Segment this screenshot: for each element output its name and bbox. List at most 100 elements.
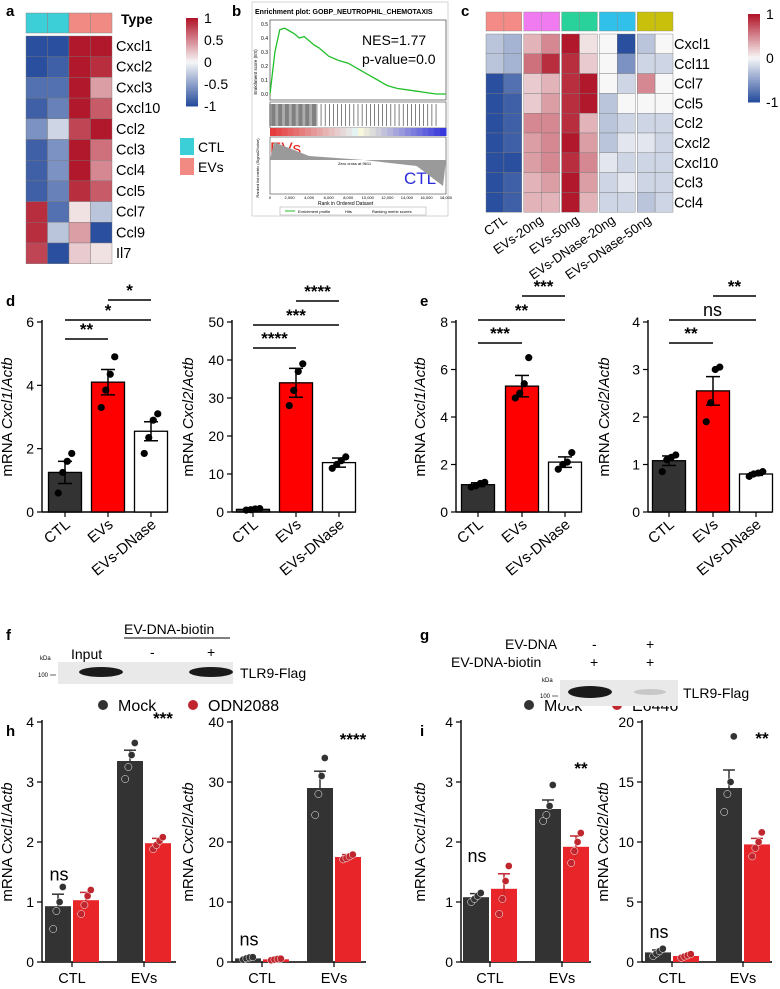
gsea-ranking-bar	[428, 128, 435, 136]
heatmap-row-label: Cxcl2	[116, 60, 152, 76]
x-tick-label: CTL	[476, 971, 503, 987]
blot-f-marker: 100	[38, 673, 49, 679]
data-point	[726, 778, 735, 786]
panel-label-c: c	[461, 3, 469, 20]
heatmap-a-colorbar-swatch	[186, 22, 198, 26]
x-tick-label: EVs	[273, 516, 305, 547]
heatmap-cell	[579, 192, 598, 213]
data-point	[55, 898, 64, 906]
data-point	[548, 781, 557, 789]
data-point	[130, 739, 139, 747]
heatmap-c-colorbar-swatch	[748, 69, 760, 72]
gsea-legend-hits: Hits	[345, 209, 352, 214]
gsea-xlabel: Rank in Ordered Dataset	[318, 201, 374, 207]
heatmap-cell	[617, 53, 636, 74]
heatmap-cell	[654, 93, 674, 114]
gsea-ranking-bar	[358, 128, 365, 136]
treatment-bar	[744, 844, 770, 962]
data-point	[348, 850, 357, 859]
data-point	[511, 394, 519, 402]
heatmap-cell	[25, 159, 48, 182]
heatmap-a-colorbar-swatch	[186, 81, 198, 85]
data-point	[80, 901, 89, 909]
heatmap-a-colorbar-swatch	[186, 95, 198, 98]
heatmap-a-colorbar-tick: 1	[204, 10, 212, 26]
data-point	[314, 790, 323, 798]
heatmap-c-colorbar-swatch	[748, 31, 760, 35]
y-tick-label: 10	[208, 894, 224, 910]
heatmap-cell	[503, 53, 522, 74]
panel-h-cxcl1-bar-chart: 0 1 2 3 4 mRNA Cxcl1/Actb CTL ns EVs ***	[0, 709, 176, 987]
blot-g-r2-c2: +	[646, 654, 654, 670]
blot-f-kda: kDa	[40, 656, 51, 662]
heatmap-cell	[541, 172, 560, 193]
heatmap-cell	[503, 33, 522, 54]
heatmap-cell	[25, 139, 48, 161]
significance-label: **	[80, 320, 94, 339]
heatmap-a-colorbar-swatch	[186, 77, 198, 81]
heatmap-row-label: Ccl11	[674, 57, 710, 73]
data-point	[154, 410, 162, 418]
heatmap-cell	[68, 201, 91, 223]
heatmap-a-colorbar-swatch	[186, 62, 198, 65]
heatmap-a-colorbar-swatch	[186, 51, 198, 54]
heatmap-a-colorbar-swatch	[186, 97, 198, 100]
gsea-ranking-bar	[281, 128, 289, 136]
heatmap-row-label: Cxcl1	[116, 39, 152, 55]
heatmap-row-label: Ccl4	[674, 195, 703, 211]
heatmap-row-label: Il7	[116, 246, 131, 262]
heatmap-row-label: Cxcl10	[674, 156, 718, 172]
western-blot-g: EV-DNA EV-DNA-biotin - + + + kDa 100 TLR…	[451, 636, 749, 706]
data-point	[729, 732, 738, 741]
heatmap-row-label: Cxcl2	[674, 136, 710, 152]
panel-h-cxcl2-bar-chart: 0 10 20 30 40 mRNA Cxcl2/Actb CTL ns EVs ****	[180, 714, 367, 987]
data-point	[311, 811, 320, 819]
heatmap-c-colorbar-swatch	[748, 93, 760, 96]
y-tick-label: 4	[26, 377, 34, 393]
heatmap-c-colorbar-swatch	[748, 33, 760, 37]
group-annotation-cell	[561, 11, 580, 32]
significance-label: *	[126, 281, 133, 300]
heatmap-cell	[579, 33, 598, 54]
bar	[651, 460, 687, 513]
legend-h: Mock ODN2088	[98, 698, 279, 715]
heatmap-cell	[541, 192, 560, 213]
gsea-metric-axes	[269, 136, 447, 195]
heatmap-c-colorbar-swatch	[748, 22, 760, 26]
heatmap-cell	[523, 192, 542, 213]
heatmap-row-label: Ccl2	[116, 122, 145, 138]
y-tick-label: 4	[445, 714, 453, 730]
heatmap-cell	[485, 152, 505, 173]
blot-f-header: EV-DNA-biotin	[124, 621, 214, 637]
heatmap-cell	[599, 152, 618, 173]
mock-bar	[117, 761, 143, 962]
heatmap-cell	[47, 77, 70, 99]
y-tick-label: 6	[26, 314, 34, 330]
gsea-legend-ranking: Ranking metric scores	[372, 209, 412, 214]
blot-f-plus: +	[207, 644, 215, 660]
heatmap-c-colorbar-swatch	[748, 86, 760, 90]
data-point	[573, 838, 582, 846]
mock-bar	[307, 788, 333, 962]
heatmap-a-colorbar-swatch	[186, 92, 198, 96]
heatmap-cell	[599, 73, 618, 94]
legend-swatch	[180, 158, 194, 175]
significance-label: ****	[261, 329, 288, 348]
heatmap-c-colorbar-swatch	[748, 84, 760, 88]
heatmap-cell	[503, 172, 522, 193]
y-tick-label: 0	[216, 504, 224, 520]
gsea-ranking-bar	[275, 128, 283, 136]
heatmap-cell	[485, 73, 505, 94]
gsea-y-tick: 0.5	[261, 22, 268, 28]
heatmap-cell	[523, 132, 542, 153]
heatmap-cell	[561, 112, 580, 134]
data-point	[52, 907, 61, 915]
treatment-bar	[145, 843, 171, 962]
heatmap-c-colorbar-swatch	[748, 16, 760, 19]
heatmap-cell	[617, 93, 636, 114]
blot-f-band-input	[79, 667, 123, 677]
heatmap-cell	[25, 222, 48, 244]
data-point	[658, 944, 667, 953]
group-annotation-cell	[541, 11, 560, 32]
blot-g-band-2	[634, 689, 666, 695]
